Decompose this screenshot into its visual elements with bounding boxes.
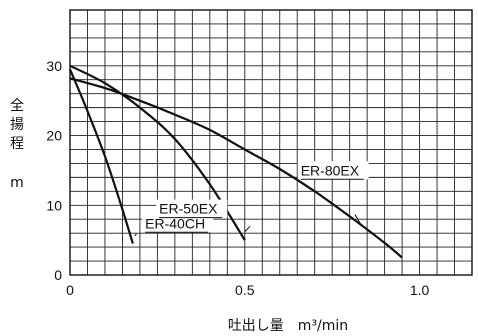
series-label-er-80ex: ER-80EX xyxy=(301,162,360,178)
x-tick-label: 0.5 xyxy=(235,282,255,298)
curve-er-40ch xyxy=(68,68,134,244)
curve-er-50ex xyxy=(69,64,246,241)
axis-layer: 0 0.5 1.0 0 10 20 30 全揚程 xyxy=(10,9,473,298)
y-tick-label: 30 xyxy=(46,58,62,74)
x-tick-label: 0 xyxy=(66,282,74,298)
y-axis-title-char: 揚 xyxy=(10,116,24,133)
y-tick-label: 0 xyxy=(54,267,62,283)
series-label-leader xyxy=(354,214,363,227)
y-axis-unit: m xyxy=(10,175,24,191)
x-axis-title: 吐出し量 m³/min xyxy=(228,318,348,334)
series-label-box xyxy=(142,214,214,233)
y-tick-label: 20 xyxy=(46,128,62,144)
x-tick-label: 1.0 xyxy=(410,282,430,298)
y-axis-title-char: 程 xyxy=(10,136,24,152)
series-label-leader xyxy=(244,225,251,233)
series-label-er-50ex: ER-50EX xyxy=(159,201,218,217)
series-label-leader xyxy=(134,233,137,237)
y-tick-label: 10 xyxy=(46,197,62,213)
series-label-box xyxy=(156,199,228,218)
y-axis-title-char: 全 xyxy=(10,97,24,114)
series-label-box xyxy=(297,161,369,180)
plot-frame xyxy=(69,9,473,276)
series-label-er-40ch: ER-40CH xyxy=(145,215,205,231)
